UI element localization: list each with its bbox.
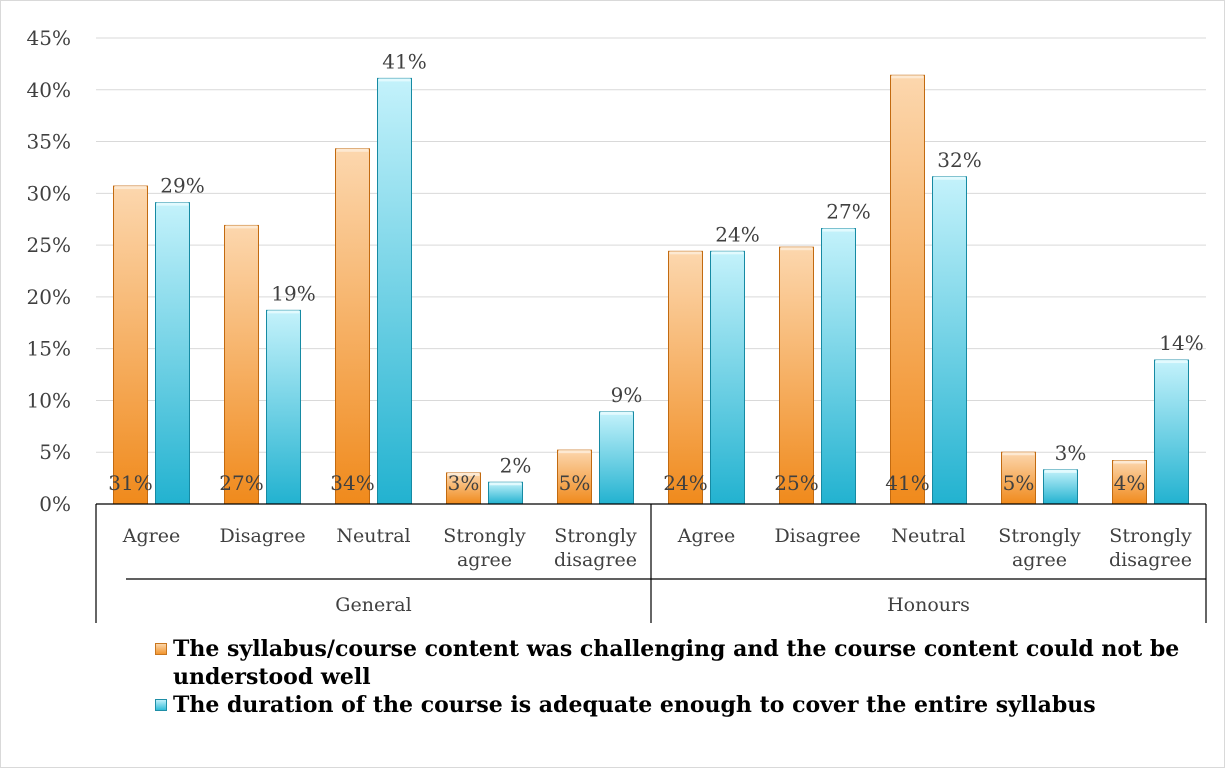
data-label-series-2: 19%	[271, 281, 315, 305]
data-label-series-1: 5%	[559, 471, 591, 495]
bar-highlight	[1002, 452, 1035, 456]
data-label-series-2: 3%	[1055, 441, 1087, 465]
bar-series-1	[668, 250, 703, 505]
data-label-series-1: 4%	[1114, 471, 1146, 495]
category-label: Disagree	[219, 525, 305, 547]
bar-series-2	[599, 411, 634, 505]
category-label: Agree	[122, 525, 180, 547]
bar-series-1	[1001, 451, 1036, 505]
category-label: Strongly	[998, 525, 1081, 547]
bar-highlight	[669, 251, 702, 255]
legend-swatch-orange	[155, 643, 167, 655]
group-label: General	[335, 594, 411, 616]
y-tick-label: 15%	[27, 337, 71, 361]
y-tick-label: 35%	[27, 130, 71, 154]
bar-highlight	[600, 411, 633, 415]
data-label-series-2: 24%	[715, 222, 759, 246]
category-label: agree	[1012, 549, 1067, 571]
legend-label-series-1: The syllabus/course content was challeng…	[173, 636, 1180, 690]
y-tick-label: 0%	[39, 492, 71, 516]
data-label-series-2: 27%	[826, 200, 870, 224]
data-label-series-1: 27%	[219, 471, 263, 495]
data-label-series-2: 41%	[382, 49, 426, 73]
category-label: Neutral	[336, 525, 410, 547]
bar-series-2	[710, 250, 745, 505]
bar-highlight	[891, 75, 924, 79]
bar-series-2	[377, 77, 412, 505]
bar-series-2	[1043, 469, 1078, 505]
data-label-series-2: 9%	[611, 383, 643, 407]
category-label: agree	[457, 549, 512, 571]
bar-highlight	[156, 202, 189, 206]
bar-series-2	[488, 481, 523, 505]
bar-highlight	[336, 148, 369, 152]
bar-highlight	[267, 310, 300, 314]
bar-highlight	[1155, 360, 1188, 364]
y-tick-label: 40%	[27, 78, 71, 102]
category-label: Neutral	[891, 525, 965, 547]
bar-series-1	[224, 224, 259, 505]
y-tick-label: 30%	[27, 181, 71, 205]
data-label-series-2: 29%	[160, 174, 204, 198]
bar-series-1	[557, 449, 592, 505]
bar-series-2	[155, 202, 190, 505]
data-label-series-1: 25%	[774, 471, 818, 495]
category-label: Agree	[677, 525, 735, 547]
bar-highlight	[489, 482, 522, 486]
data-label-series-1: 5%	[1003, 471, 1035, 495]
category-label: Strongly	[443, 525, 526, 547]
bar-series-1	[335, 148, 370, 505]
bar-series-2	[1154, 359, 1189, 505]
bar-series-2	[932, 176, 967, 505]
data-label-series-1: 34%	[330, 471, 374, 495]
category-label: disagree	[554, 549, 637, 571]
bar-series-1	[779, 246, 814, 505]
category-label: Strongly	[554, 525, 637, 547]
bar-highlight	[378, 78, 411, 82]
data-label-series-1: 31%	[108, 471, 152, 495]
bar-series-2	[821, 228, 856, 505]
y-tick-label: 45%	[27, 26, 71, 50]
y-tick-label: 20%	[27, 285, 71, 309]
y-tick-label: 25%	[27, 233, 71, 257]
bar-highlight	[1044, 469, 1077, 473]
legend-swatch-blue	[155, 699, 167, 711]
bar-highlight	[225, 225, 258, 229]
legend-entry-series-1: The syllabus/course content was challeng…	[151, 635, 1191, 691]
bar-highlight	[558, 450, 591, 454]
bar-series-1	[890, 74, 925, 505]
bar-series-1	[113, 185, 148, 505]
bar-highlight	[780, 247, 813, 251]
legend: The syllabus/course content was challeng…	[151, 635, 1191, 719]
bar-series-2	[266, 309, 301, 505]
category-label: disagree	[1109, 549, 1192, 571]
category-label: Strongly	[1109, 525, 1192, 547]
data-label-series-1: 41%	[885, 471, 929, 495]
data-label-series-2: 32%	[937, 148, 981, 172]
category-label: Disagree	[774, 525, 860, 547]
bar-highlight	[933, 176, 966, 180]
data-label-series-1: 24%	[663, 471, 707, 495]
bar-highlight	[447, 472, 480, 476]
bar-highlight	[711, 251, 744, 255]
bar-highlight	[1113, 460, 1146, 464]
data-label-series-2: 2%	[500, 453, 532, 477]
legend-entry-series-2: The duration of the course is adequate e…	[151, 691, 1191, 719]
bar-highlight	[114, 186, 147, 190]
bar-highlight	[822, 228, 855, 232]
y-tick-label: 10%	[27, 388, 71, 412]
group-label: Honours	[887, 594, 970, 616]
data-label-series-1: 3%	[448, 471, 480, 495]
legend-label-series-2: The duration of the course is adequate e…	[173, 692, 1096, 718]
y-tick-label: 5%	[39, 440, 71, 464]
data-label-series-2: 14%	[1159, 331, 1203, 355]
